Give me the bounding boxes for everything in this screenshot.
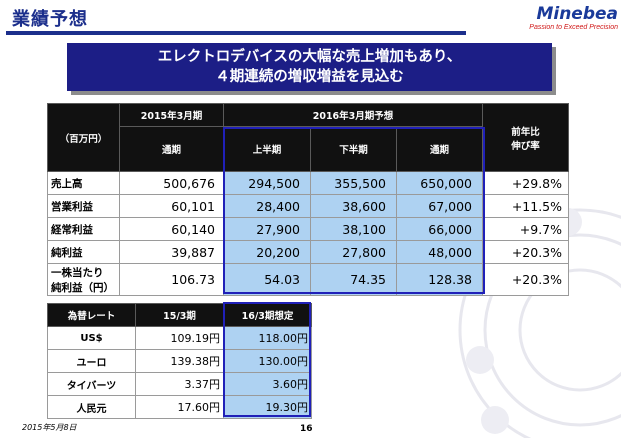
fx-label-header: 為替レート <box>47 303 136 327</box>
row-label-line-1: 一株当たり <box>51 266 104 279</box>
actual-value: 60,101 <box>119 194 224 218</box>
exchange-rate-table: 為替レート 15/3期 16/3期想定 US$ 109.19円 118.00円 … <box>47 303 312 419</box>
logo-wordmark: Minebea <box>536 4 618 24</box>
actual-value: 106.73 <box>119 263 224 296</box>
row-label-line-2: 純利益（円） <box>51 281 114 294</box>
h2-forecast-value: 38,100 <box>310 217 397 241</box>
earnings-forecast-table: （百万円） 2015年3月期 2016年3月期予想 前年比 伸び率 通期 上半期… <box>47 103 569 296</box>
table-row: ユーロ 139.38円 130.00円 <box>47 349 312 373</box>
page-title: 業績予想 <box>12 9 88 30</box>
fx-forecast-value: 19.30円 <box>223 395 312 419</box>
h2-forecast-value: 38,600 <box>310 194 397 218</box>
forecast-h2-header: 下半期 <box>310 126 397 172</box>
headline-line-1: エレクトロデバイスの大幅な売上増加もあり、 <box>157 49 462 65</box>
yoy-change-value: +11.5% <box>482 194 569 218</box>
fx-actual-value: 3.37円 <box>135 372 224 396</box>
fx-forecast-value: 130.00円 <box>223 349 312 373</box>
h1-forecast-value: 294,500 <box>223 171 311 195</box>
h1-forecast-value: 28,400 <box>223 194 311 218</box>
full-year-forecast-value: 48,000 <box>396 240 483 264</box>
unit-header: （百万円） <box>47 103 120 172</box>
h1-forecast-value: 54.03 <box>223 263 311 296</box>
full-year-forecast-value: 128.38 <box>396 263 483 296</box>
fx-forecast-header: 16/3期想定 <box>223 303 312 327</box>
actual-value: 60,140 <box>119 217 224 241</box>
yoy-change-value: +20.3% <box>482 240 569 264</box>
currency-label: 人民元 <box>47 395 136 419</box>
fx-forecast-value: 3.60円 <box>223 372 312 396</box>
fx-actual-value: 109.19円 <box>135 326 224 350</box>
row-label: 売上高 <box>47 171 120 195</box>
currency-label: ユーロ <box>47 349 136 373</box>
row-label: 営業利益 <box>47 194 120 218</box>
logo-tagline: Passion to Exceed Precision <box>529 24 618 31</box>
actual-value: 500,676 <box>119 171 224 195</box>
forecast-h1-header: 上半期 <box>223 126 311 172</box>
table-row: 純利益 39,887 20,200 27,800 48,000 +20.3% <box>47 240 569 264</box>
h1-forecast-value: 20,200 <box>223 240 311 264</box>
table-row: タイバーツ 3.37円 3.60円 <box>47 372 312 396</box>
row-label: 経常利益 <box>47 217 120 241</box>
table-row: 人民元 17.60円 19.30円 <box>47 395 312 419</box>
change-header: 前年比 伸び率 <box>482 103 569 172</box>
fx-forecast-value: 118.00円 <box>223 326 312 350</box>
full-year-forecast-value: 66,000 <box>396 217 483 241</box>
title-underline <box>6 31 466 35</box>
slide-date: 2015年5月8日 <box>22 423 77 432</box>
actual-value: 39,887 <box>119 240 224 264</box>
table-row: 一株当たり 純利益（円） 106.73 54.03 74.35 128.38 +… <box>47 263 569 296</box>
h2-forecast-value: 27,800 <box>310 240 397 264</box>
table-row: 営業利益 60,101 28,400 38,600 67,000 +11.5% <box>47 194 569 218</box>
company-logo: Minebea Passion to Exceed Precision <box>490 5 618 37</box>
headline-banner: エレクトロデバイスの大幅な売上増加もあり、 ４期連続の増収増益を見込む <box>67 43 552 91</box>
table-row: 経常利益 60,140 27,900 38,100 66,000 +9.7% <box>47 217 569 241</box>
h2-forecast-value: 74.35 <box>310 263 397 296</box>
yoy-change-value: +20.3% <box>482 263 569 296</box>
fx-actual-value: 139.38円 <box>135 349 224 373</box>
fx-actual-header: 15/3期 <box>135 303 224 327</box>
table-row: US$ 109.19円 118.00円 <box>47 326 312 350</box>
actual-full-year-header: 通期 <box>119 126 224 172</box>
yoy-change-value: +9.7% <box>482 217 569 241</box>
row-label: 一株当たり 純利益（円） <box>47 263 120 296</box>
change-header-line-2: 伸び率 <box>511 140 540 152</box>
headline-line-2: ４期連続の増収増益を見込む <box>215 69 404 85</box>
currency-label: タイバーツ <box>47 372 136 396</box>
page-number: 16 <box>300 424 313 434</box>
full-year-forecast-value: 650,000 <box>396 171 483 195</box>
change-header-line-1: 前年比 <box>511 126 540 138</box>
actual-period-header: 2015年3月期 <box>119 103 224 127</box>
row-label: 純利益 <box>47 240 120 264</box>
forecast-full-year-header: 通期 <box>396 126 483 172</box>
h2-forecast-value: 355,500 <box>310 171 397 195</box>
h1-forecast-value: 27,900 <box>223 217 311 241</box>
currency-label: US$ <box>47 326 136 350</box>
fx-actual-value: 17.60円 <box>135 395 224 419</box>
yoy-change-value: +29.8% <box>482 171 569 195</box>
forecast-period-header: 2016年3月期予想 <box>223 103 483 127</box>
table-row: 売上高 500,676 294,500 355,500 650,000 +29.… <box>47 171 569 195</box>
full-year-forecast-value: 67,000 <box>396 194 483 218</box>
